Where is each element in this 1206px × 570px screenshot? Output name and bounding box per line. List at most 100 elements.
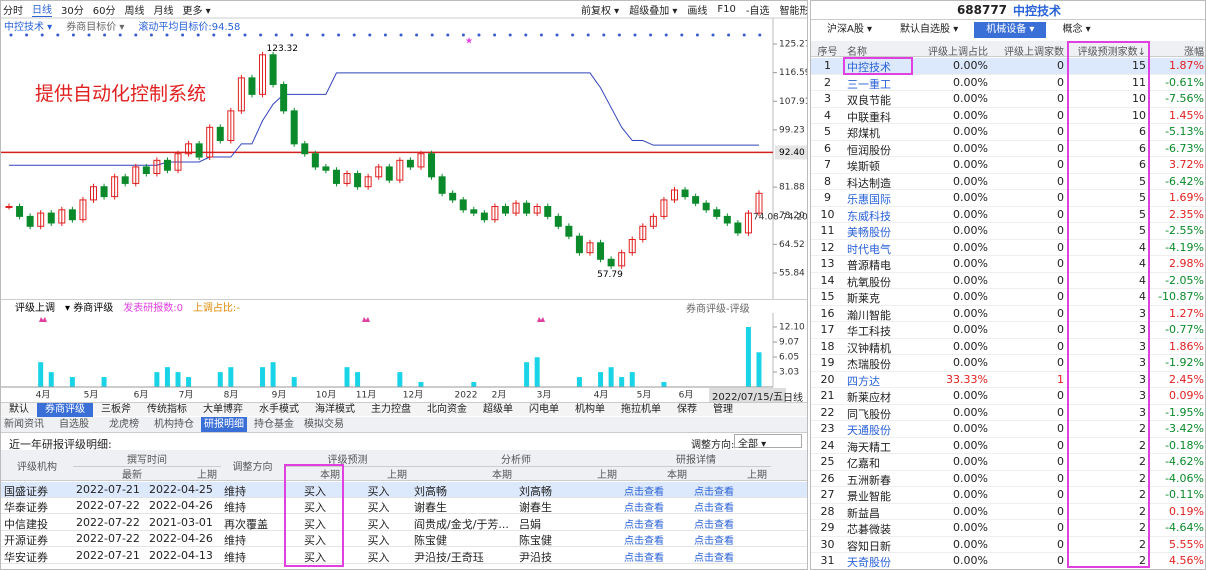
toolbar-button[interactable]: 更多 ▾	[182, 5, 211, 17]
report-link[interactable]: 点击查看	[624, 552, 664, 564]
table-cell[interactable]: 双良节能	[847, 94, 891, 107]
table-cell[interactable]: 东威科技	[847, 209, 891, 223]
tab[interactable]: 大单博弈	[203, 403, 243, 415]
report-link[interactable]: 点击查看	[694, 552, 734, 564]
tab[interactable]: 模拟交易	[304, 419, 344, 430]
table-cell[interactable]: 新益昌	[847, 506, 880, 520]
table-cell[interactable]: 天奇股份	[847, 556, 891, 569]
column-header[interactable]: 名称	[847, 47, 867, 58]
tab[interactable]: 机构单	[575, 403, 605, 415]
tab[interactable]: 默认自选股 ▾	[900, 23, 959, 35]
tab[interactable]: 超级单	[483, 403, 513, 415]
table-cell[interactable]: 斯莱克	[847, 292, 880, 305]
report-link[interactable]: 点击查看	[694, 487, 734, 498]
table-cell[interactable]: 亿嘉和	[847, 457, 880, 470]
tab[interactable]: 海洋模式	[315, 403, 355, 415]
tab[interactable]: 券商评级	[37, 402, 93, 417]
table-cell[interactable]: 海天精工	[847, 440, 891, 454]
table-cell[interactable]: 美畅股份	[847, 226, 891, 239]
tab[interactable]: 沪深A股 ▾	[827, 23, 873, 35]
table-cell[interactable]: 埃斯顿	[847, 160, 880, 173]
indicator-select[interactable]: 券商目标价 ▾	[66, 21, 125, 33]
tab[interactable]: 新闻资讯	[4, 419, 44, 430]
tab[interactable]: 龙虎榜	[109, 419, 139, 430]
toolbar-button[interactable]: 周线	[124, 5, 145, 17]
table-cell[interactable]: 五洲新春	[847, 473, 891, 487]
tab[interactable]: 管理	[713, 403, 733, 415]
tab[interactable]: 闪电单	[529, 403, 559, 415]
indicator-item[interactable]: 评级上调	[15, 303, 55, 314]
table-row	[811, 240, 1205, 256]
table-cell[interactable]: 汉钟精机	[847, 341, 891, 355]
table-cell: 4	[1139, 257, 1146, 270]
report-link[interactable]: 点击查看	[624, 536, 664, 548]
report-link[interactable]: 点击查看	[694, 519, 734, 531]
report-link[interactable]: 点击查看	[694, 536, 734, 548]
table-cell[interactable]: 郑煤机	[847, 127, 880, 140]
toolbar-button[interactable]: -自选	[745, 5, 770, 17]
table-cell[interactable]: 同飞股份	[847, 407, 891, 421]
tab[interactable]: 水手模式	[259, 403, 299, 415]
toolbar-button[interactable]: F10	[717, 3, 736, 15]
tab[interactable]: 机械设备 ▾	[974, 21, 1047, 38]
toolbar-button[interactable]: 月线	[153, 5, 174, 17]
table-cell[interactable]: 中联重科	[847, 110, 891, 124]
report-link[interactable]: 点击查看	[694, 503, 734, 515]
tab[interactable]: 三板斧	[101, 403, 131, 415]
toolbar-button[interactable]: 分时	[3, 5, 23, 17]
table-cell[interactable]: 中控技术	[847, 61, 891, 74]
tab[interactable]: 概念 ▾	[1062, 23, 1091, 35]
toolbar-button[interactable]: 30分	[61, 5, 84, 17]
column-header[interactable]: 评级上调家数	[1004, 47, 1064, 58]
report-link[interactable]: 点击查看	[624, 487, 664, 498]
table-cell[interactable]: 时代电气	[847, 242, 891, 256]
table-cell: 2	[1139, 438, 1146, 452]
indicator-item[interactable]: ▾ 券商评级	[65, 303, 114, 314]
table-cell[interactable]: 容知日新	[847, 539, 891, 553]
column-header[interactable]: 序号	[817, 47, 838, 58]
tab[interactable]: 机构持仓	[154, 419, 194, 430]
table-cell: 尹沿技	[519, 550, 552, 564]
tab[interactable]: 自选股	[59, 419, 89, 430]
table-cell[interactable]: 普源精电	[847, 259, 891, 272]
table-cell[interactable]: 新莱应材	[847, 391, 891, 404]
report-link[interactable]: 点击查看	[624, 519, 664, 531]
toolbar-button[interactable]: 智能形态	[779, 5, 808, 17]
table-cell: -3.42%	[1165, 422, 1204, 435]
toolbar-button[interactable]: 60分	[92, 5, 116, 17]
table-cell[interactable]: 天通股份	[847, 424, 891, 437]
tab[interactable]: 传统指标	[147, 403, 187, 415]
column-header[interactable]: 评级上调占比	[928, 47, 988, 58]
table-cell[interactable]: 杭氧股份	[847, 275, 891, 289]
table-cell[interactable]: 景业智能	[847, 490, 891, 503]
table-cell[interactable]: 四方达	[847, 374, 880, 388]
toolbar-button[interactable]: 画线	[687, 5, 708, 17]
tab[interactable]: 北向资金	[427, 403, 467, 415]
table-cell[interactable]: 恒润股份	[847, 143, 891, 157]
tab[interactable]: 持仓基金	[254, 419, 294, 430]
table-cell[interactable]: 三一重工	[847, 77, 891, 91]
tab[interactable]: 保荐	[677, 403, 697, 415]
table-cell[interactable]: 瀚川智能	[847, 308, 891, 322]
tab[interactable]: 默认	[9, 403, 29, 415]
tab[interactable]: 主力控盘	[371, 403, 411, 415]
table-row	[811, 108, 1205, 124]
toolbar-button[interactable]: 超级叠加 ▾	[629, 5, 678, 17]
toolbar-button[interactable]: 日线	[32, 1, 52, 17]
tab[interactable]: 拖拉机单	[621, 403, 661, 415]
column-header[interactable]: 涨幅	[1184, 47, 1204, 58]
filter-select[interactable]: 全部 ▾	[734, 434, 802, 450]
rating-dot	[399, 33, 403, 37]
toolbar-button[interactable]: 前复权 ▾	[581, 5, 620, 17]
table-cell[interactable]: 华工科技	[847, 325, 891, 338]
table-cell[interactable]: 科达制造	[847, 176, 891, 190]
column-header[interactable]: 评级预测家数↓	[1077, 47, 1146, 58]
table-cell[interactable]: 乐惠国际	[847, 193, 891, 206]
stock-select[interactable]: 中控技术 ▾	[4, 21, 53, 33]
tab[interactable]: 研报明细	[201, 417, 247, 432]
report-link[interactable]: 点击查看	[624, 503, 664, 515]
table-cell: 0	[1057, 488, 1064, 501]
stock-code: 688777	[956, 3, 1008, 17]
table-cell[interactable]: 芯碁微装	[847, 523, 891, 536]
table-cell[interactable]: 杰瑞股份	[847, 358, 891, 371]
